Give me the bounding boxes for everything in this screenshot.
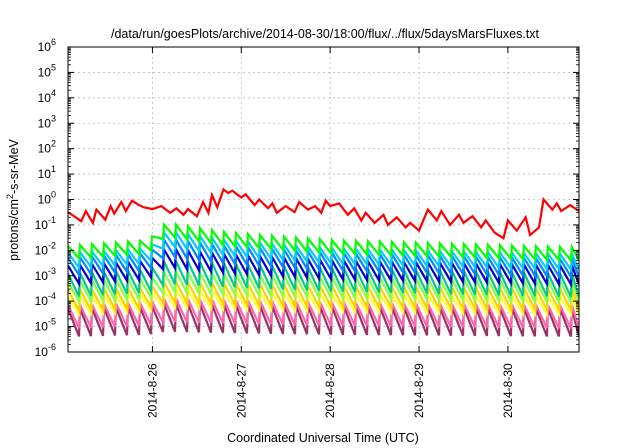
chart-title: /data/run/goesPlots/archive/2014-08-30/1… [111,27,540,41]
x-tick-label: 2014-8-29 [412,363,426,418]
y-tick-label: 101 [38,164,56,181]
x-axis-ticks: 2014-8-26 2014-8-27 2014-8-28 2014-8-29 2014… [145,47,515,418]
series-line [68,285,579,318]
x-tick-label: 2014-8-27 [234,363,248,418]
series-line [68,221,579,264]
series-line [68,235,579,281]
series-line [68,228,579,273]
y-tick-label: 10-4 [35,291,56,308]
series-line [68,187,579,240]
series-line [68,297,579,329]
y-tick-label: 10-3 [35,266,56,283]
series-layer [68,187,579,338]
series-line [68,303,579,338]
x-tick-label: 2014-8-28 [323,363,337,418]
y-tick-label: 103 [38,113,56,130]
y-axis-ticks: 10-6 10-5 10-4 10-3 10-2 10-1 100 101 102 103 104 1… [35,37,579,359]
series-line [68,267,579,307]
x-tick-label: 2014-8-26 [145,363,159,418]
y-tick-label: 105 [38,62,56,79]
x-axis-label: Coordinated Universal Time (UTC) [227,431,419,445]
y-axis-label: protons/cm2-s-sr-MeV [5,138,21,260]
y-tick-label: 10-1 [35,215,56,232]
x-tick-label: 2014-8-30 [501,363,515,418]
y-tick-label: 10-2 [35,240,56,257]
y-tick-label: 100 [38,190,56,207]
series-line [68,260,579,298]
y-tick-label: 104 [38,88,56,105]
grid-lines [68,47,579,352]
y-tick-label: 10-6 [35,342,56,359]
y-tick-label: 10-5 [35,317,56,334]
series-line [68,277,579,315]
y-tick-label: 102 [38,139,56,156]
series-line [68,245,579,289]
y-tick-label: 106 [38,37,56,54]
